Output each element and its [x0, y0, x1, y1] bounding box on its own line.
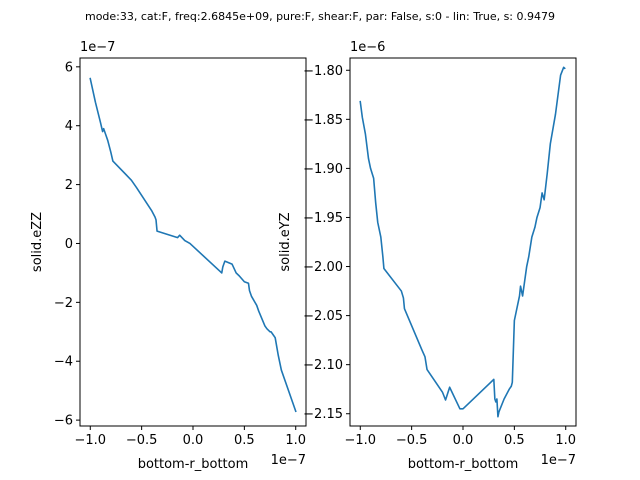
y-offset-text: 1e−6: [350, 40, 385, 55]
y-offset-text: 1e−7: [80, 40, 115, 55]
x-tick-label: −1.0: [74, 433, 106, 448]
series-line: [359, 66, 566, 418]
y-tick-label: −1.90: [303, 162, 343, 177]
y-tick-label: −2.05: [303, 309, 343, 324]
x-axis-label: bottom-r_bottom: [138, 457, 249, 472]
x-tick-label: 0.0: [453, 433, 474, 448]
x-tick-label: −0.5: [396, 433, 428, 448]
x-tick-label: −1.0: [344, 433, 376, 448]
y-tick-label: −1.95: [303, 211, 343, 226]
x-tick-label: 1.0: [285, 433, 306, 448]
figure-suptitle: mode:33, cat:F, freq:2.6845e+09, pure:F,…: [85, 10, 555, 23]
series-line: [89, 77, 297, 413]
x-offset-text: 1e−7: [541, 453, 576, 468]
x-tick-label: 1.0: [555, 433, 576, 448]
x-tick-label: −0.5: [126, 433, 158, 448]
subplot-2: −1.0 −0.5 0.0 0.5 1.0 −2.15 −2.10 −2.05 −2.00 −1.…: [278, 40, 577, 472]
y-axis-label: solid.eZZ: [30, 212, 45, 272]
y-tick-label: 4: [65, 119, 73, 134]
y-tick-label: −2: [54, 296, 73, 311]
subplots: −1.0 −0.5 0.0 0.5 1.0 −6 −4 −2 0 2 4 6 1e−7 1e−7 botto…: [30, 40, 577, 472]
y-axis-label: solid.eYZ: [278, 212, 293, 271]
x-tick-label: 0.5: [504, 433, 525, 448]
y-tick-label: −2.10: [303, 358, 343, 373]
x-offset-text: 1e−7: [271, 453, 306, 468]
y-tick-label: −2.00: [303, 260, 343, 275]
y-tick-label: −4: [54, 355, 73, 370]
y-tick-label: −1.85: [303, 113, 343, 128]
y-tick-label: −6: [54, 414, 73, 429]
y-tick-label: 2: [65, 178, 73, 193]
x-tick-label: 0.0: [183, 433, 204, 448]
y-tick-label: −1.80: [303, 64, 343, 79]
y-tick-label: 6: [65, 60, 73, 75]
y-tick-label: 0: [65, 237, 73, 252]
y-tick-label: −2.15: [303, 407, 343, 422]
x-tick-label: 0.5: [234, 433, 255, 448]
x-axis-label: bottom-r_bottom: [408, 457, 519, 472]
subplot-1: −1.0 −0.5 0.0 0.5 1.0 −6 −4 −2 0 2 4 6 1e−7 1e−7 botto…: [30, 40, 307, 472]
